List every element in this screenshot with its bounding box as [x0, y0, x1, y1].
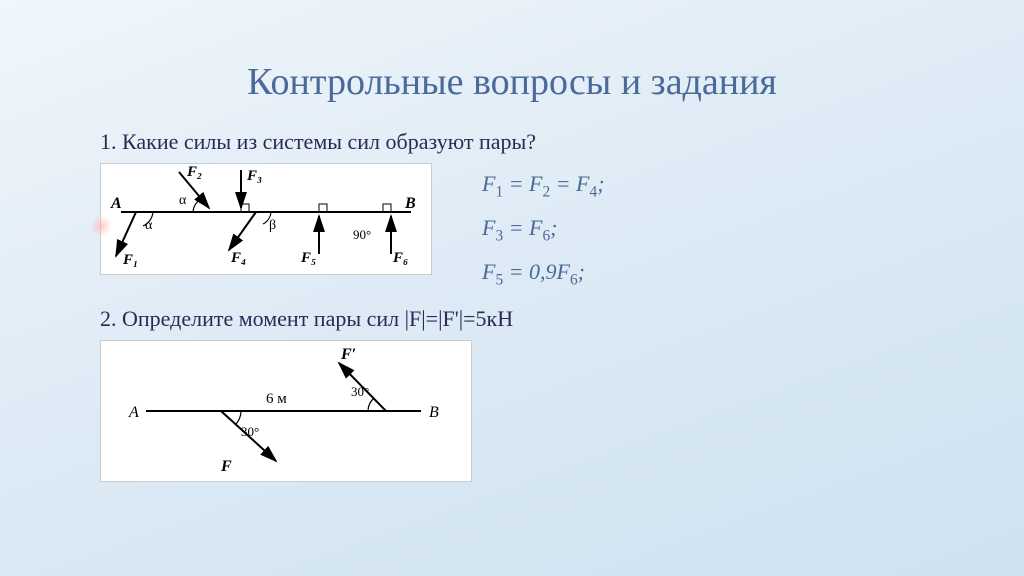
fig2-Fp: F′	[340, 346, 356, 363]
fig2-A: A	[128, 404, 139, 421]
fig1-alpha1: α	[145, 218, 153, 233]
question-2-text: 2. Определите момент пары сил |F|=|F'|=5…	[100, 306, 924, 332]
equations-block: F1 = F2 = F4; F3 = F6; F5 = 0,9F6;	[482, 163, 605, 294]
fig1-F1: F₁	[122, 252, 138, 268]
fig1-beta: β	[269, 218, 276, 233]
fig2-F: F	[220, 458, 232, 475]
fig1-F3: F₃	[246, 168, 262, 184]
fig1-alpha2: α	[179, 193, 187, 208]
fig1-A-label: A	[110, 195, 122, 212]
eq-1: F1 = F2 = F4;	[482, 163, 605, 207]
page-title: Контрольные вопросы и задания	[0, 60, 1024, 104]
fig1-F2: F₂	[186, 164, 202, 180]
fig2-ang-top: 30°	[351, 384, 369, 399]
figure-1: A B α F₁ α F₂ F₃ β F₄ F₅	[100, 163, 432, 275]
figure-2: A B 6 м 30° F′ 30° F	[100, 340, 472, 482]
question-1-row: A B α F₁ α F₂ F₃ β F₄ F₅	[100, 163, 924, 294]
content-area: 1. Какие силы из системы сил образуют па…	[100, 129, 924, 482]
fig1-F4: F₄	[230, 250, 246, 266]
fig2-ang-bot: 30°	[241, 424, 259, 439]
question-1-text: 1. Какие силы из системы сил образуют па…	[100, 129, 924, 155]
eq-3: F5 = 0,9F6;	[482, 251, 605, 295]
decorative-halo	[90, 215, 112, 237]
fig1-F6: F₆	[392, 250, 408, 266]
fig2-B: B	[429, 404, 439, 421]
fig1-F5: F₅	[300, 250, 316, 266]
fig2-length: 6 м	[266, 391, 287, 407]
eq-2: F3 = F6;	[482, 207, 605, 251]
fig1-90deg: 90°	[353, 227, 371, 242]
fig1-B-label: B	[404, 195, 416, 212]
